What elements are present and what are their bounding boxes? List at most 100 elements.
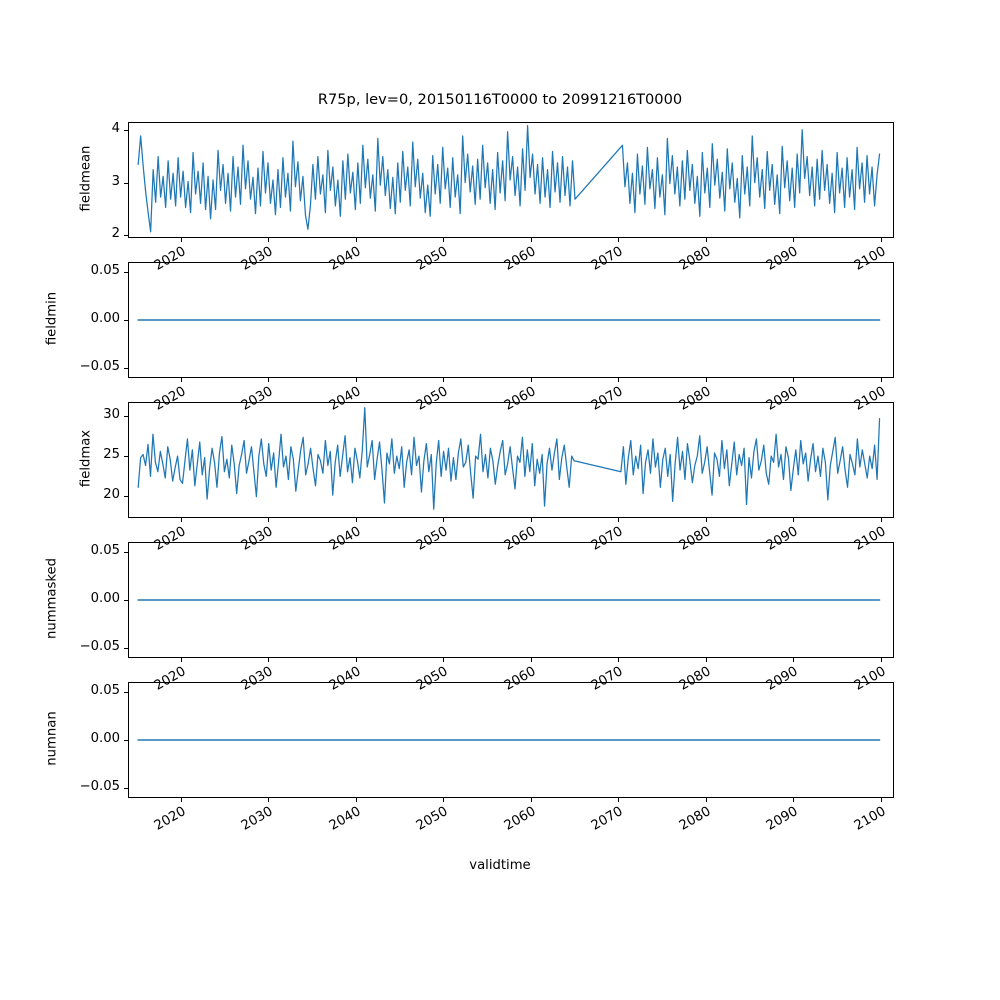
x-tick-mark <box>443 658 445 663</box>
y-tick-label: 20 <box>103 486 120 502</box>
x-tick-mark <box>618 518 620 523</box>
x-tick-mark <box>443 378 445 383</box>
x-tick-mark <box>618 798 620 803</box>
x-tick-mark <box>880 518 882 523</box>
y-tick-label: 2 <box>111 226 120 242</box>
y-tick-mark <box>123 129 128 131</box>
x-tick-mark <box>530 798 532 803</box>
x-tick-mark <box>530 378 532 383</box>
x-tick-mark <box>880 238 882 243</box>
figure-title: R75p, lev=0, 20150116T0000 to 20991216T0… <box>317 91 683 108</box>
y-tick-label: 0.05 <box>90 262 120 278</box>
y-tick-mark <box>123 551 128 553</box>
x-tick-mark <box>530 518 532 523</box>
y-axis-label-fieldmax: fieldmax <box>78 429 94 488</box>
x-tick-mark <box>530 238 532 243</box>
x-tick-label: 2030 <box>238 804 276 834</box>
y-tick-mark <box>123 691 128 693</box>
y-axis-label-fieldmin: fieldmin <box>44 291 60 346</box>
y-tick-mark <box>123 416 128 418</box>
x-tick-mark <box>268 378 270 383</box>
x-tick-label: 2060 <box>501 804 539 834</box>
series-line-fieldmean <box>138 126 879 232</box>
x-tick-mark <box>793 378 795 383</box>
x-axis-label: validtime <box>469 858 531 873</box>
subplot-numnan <box>128 682 894 798</box>
x-tick-mark <box>180 798 182 803</box>
y-tick-mark <box>123 648 128 650</box>
y-tick-mark <box>123 788 128 790</box>
x-tick-label: 2020 <box>151 804 189 834</box>
series-line-fieldmax <box>138 408 879 509</box>
y-tick-label: −0.05 <box>79 359 120 375</box>
y-tick-label: 25 <box>103 447 120 463</box>
plot-area-nummasked <box>129 543 893 657</box>
x-tick-mark <box>793 798 795 803</box>
x-tick-mark <box>180 238 182 243</box>
subplot-fieldmin <box>128 262 894 378</box>
x-tick-mark <box>705 238 707 243</box>
x-tick-mark <box>880 378 882 383</box>
x-tick-mark <box>618 378 620 383</box>
y-tick-label: 0.00 <box>90 591 120 606</box>
x-tick-mark <box>793 238 795 243</box>
y-tick-label: 0.00 <box>90 731 120 746</box>
x-tick-mark <box>355 238 357 243</box>
y-tick-mark <box>123 235 128 237</box>
x-tick-mark <box>443 238 445 243</box>
x-tick-mark <box>443 798 445 803</box>
x-tick-mark <box>355 658 357 663</box>
y-axis-label-numnan: numnan <box>44 711 60 766</box>
x-tick-label: 2100 <box>851 804 889 834</box>
x-tick-mark <box>180 518 182 523</box>
subplot-fieldmax <box>128 402 894 518</box>
y-tick-mark <box>123 600 128 602</box>
x-tick-mark <box>268 518 270 523</box>
x-tick-mark <box>180 378 182 383</box>
x-tick-mark <box>705 658 707 663</box>
x-tick-mark <box>618 658 620 663</box>
x-tick-mark <box>355 798 357 803</box>
x-tick-mark <box>443 518 445 523</box>
x-tick-label: 2040 <box>326 804 364 834</box>
y-tick-mark <box>123 495 128 497</box>
x-tick-mark <box>618 238 620 243</box>
y-tick-mark <box>123 368 128 370</box>
x-tick-mark <box>355 378 357 383</box>
y-tick-label: −0.05 <box>79 779 120 795</box>
x-tick-label: 2080 <box>676 804 714 834</box>
y-tick-label: 0.05 <box>90 682 120 698</box>
x-tick-mark <box>705 518 707 523</box>
plot-area-fieldmax <box>129 403 893 517</box>
x-tick-mark <box>355 518 357 523</box>
y-tick-label: 30 <box>103 407 120 423</box>
y-tick-mark <box>123 740 128 742</box>
y-tick-mark <box>123 271 128 273</box>
x-tick-mark <box>793 518 795 523</box>
y-tick-label: −0.05 <box>79 639 120 655</box>
y-axis-label-nummasked: nummasked <box>44 558 60 640</box>
x-tick-label: 2070 <box>589 804 626 834</box>
plot-area-fieldmean <box>129 123 893 237</box>
plot-area-numnan <box>129 683 893 797</box>
x-tick-mark <box>705 798 707 803</box>
y-tick-label: 0.00 <box>90 311 120 326</box>
x-tick-label: 2090 <box>764 804 801 834</box>
x-tick-label: 2050 <box>414 804 451 834</box>
x-tick-mark <box>268 658 270 663</box>
y-tick-mark <box>123 320 128 322</box>
x-tick-mark <box>530 658 532 663</box>
x-tick-mark <box>268 798 270 803</box>
y-tick-label: 4 <box>111 120 120 136</box>
x-tick-mark <box>793 658 795 663</box>
y-tick-mark <box>123 182 128 184</box>
x-tick-mark <box>180 658 182 663</box>
subplot-nummasked <box>128 542 894 658</box>
x-tick-mark <box>880 658 882 663</box>
plot-area-fieldmin <box>129 263 893 377</box>
x-tick-mark <box>268 238 270 243</box>
y-tick-label: 0.05 <box>90 542 120 558</box>
x-tick-mark <box>705 378 707 383</box>
y-tick-mark <box>123 456 128 458</box>
